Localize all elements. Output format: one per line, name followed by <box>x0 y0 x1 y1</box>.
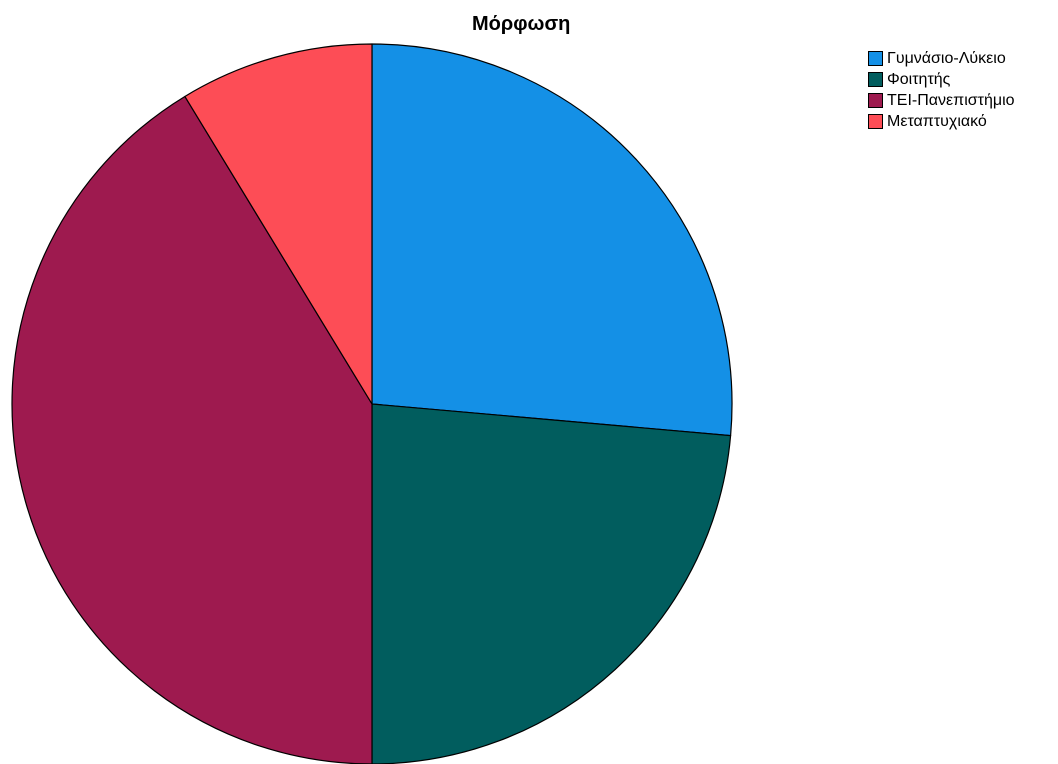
pie-slice-foititis <box>371 403 732 764</box>
legend-swatch <box>868 93 883 108</box>
legend-swatch <box>868 72 883 87</box>
legend-item: Φοιτητής <box>868 69 1015 90</box>
legend-item: ΤΕΙ-Πανεπιστήμιο <box>868 90 1015 111</box>
pie-slice-metaptyxiako <box>184 43 373 405</box>
pie-slice-gymnasio-lykeio <box>371 43 733 437</box>
chart-title: Μόρφωση <box>472 13 571 35</box>
legend-label: ΤΕΙ-Πανεπιστήμιο <box>887 91 1015 109</box>
pie-slice-tei-panepistimio <box>11 95 373 764</box>
legend-swatch <box>868 51 883 66</box>
legend-swatch <box>868 114 883 129</box>
legend-label: Γυμνάσιο-Λύκειο <box>887 49 1006 67</box>
legend: Γυμνάσιο-Λύκειο Φοιτητής ΤΕΙ-Πανεπιστήμι… <box>868 48 1015 132</box>
legend-item: Γυμνάσιο-Λύκειο <box>868 48 1015 69</box>
legend-label: Μεταπτυχιακό <box>887 112 987 130</box>
legend-label: Φοιτητής <box>887 70 951 88</box>
legend-item: Μεταπτυχιακό <box>868 111 1015 132</box>
